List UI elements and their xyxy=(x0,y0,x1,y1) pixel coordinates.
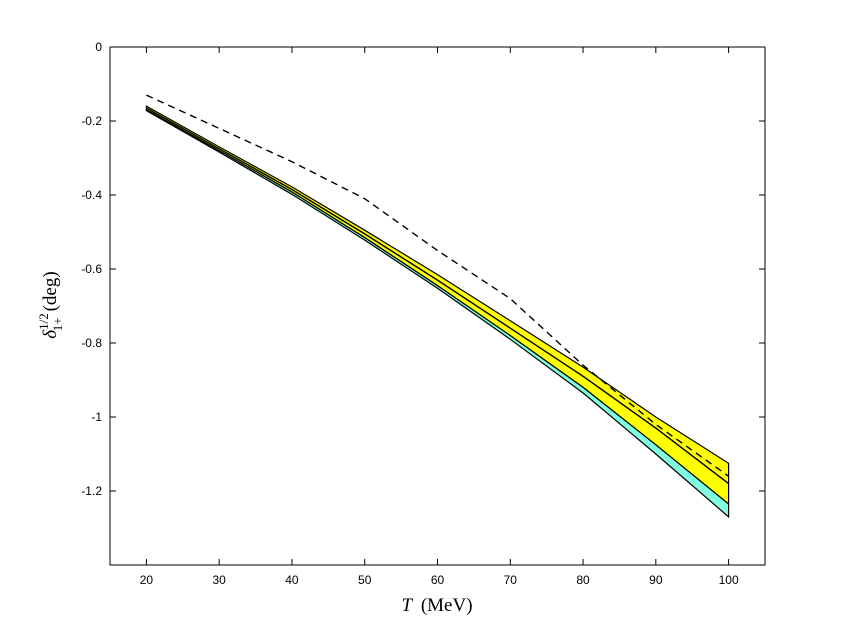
uncertainty-band-2 xyxy=(145,108,730,519)
x-tick-label: 60 xyxy=(431,573,445,587)
y-tick-label: 0 xyxy=(95,40,102,54)
dashed-series-line xyxy=(146,94,730,477)
y-tick-label: -0.8 xyxy=(81,336,102,350)
y-tick-label: -1 xyxy=(91,410,102,424)
y-tick-label: -0.2 xyxy=(81,114,102,128)
x-tick-label: 90 xyxy=(649,573,663,587)
solid-series-line xyxy=(146,107,730,485)
y-tick-label: -0.4 xyxy=(81,188,102,202)
x-tick-label: 80 xyxy=(576,573,590,587)
x-tick-label: 100 xyxy=(719,573,739,587)
plot-area xyxy=(145,94,730,519)
x-tick-label: 30 xyxy=(212,573,226,587)
x-tick-label: 50 xyxy=(358,573,372,587)
y-axis: 0 -0.2 -0.4 -0.6 -0.8 -1 -1.2 xyxy=(81,40,765,498)
x-axis-title: T (MeV) xyxy=(401,595,472,616)
x-tick-label: 20 xyxy=(140,573,154,587)
x-axis: 20 30 40 50 60 70 80 90 100 xyxy=(140,47,739,587)
uncertainty-band-1 xyxy=(145,105,730,506)
y-tick-label: -1.2 xyxy=(81,484,102,498)
x-tick-label: 40 xyxy=(285,573,299,587)
y-axis-title: δ1/21+(deg) xyxy=(36,271,65,338)
plot-frame xyxy=(109,46,766,566)
y-tick-label: -0.6 xyxy=(81,262,102,276)
x-tick-label: 70 xyxy=(504,573,518,587)
